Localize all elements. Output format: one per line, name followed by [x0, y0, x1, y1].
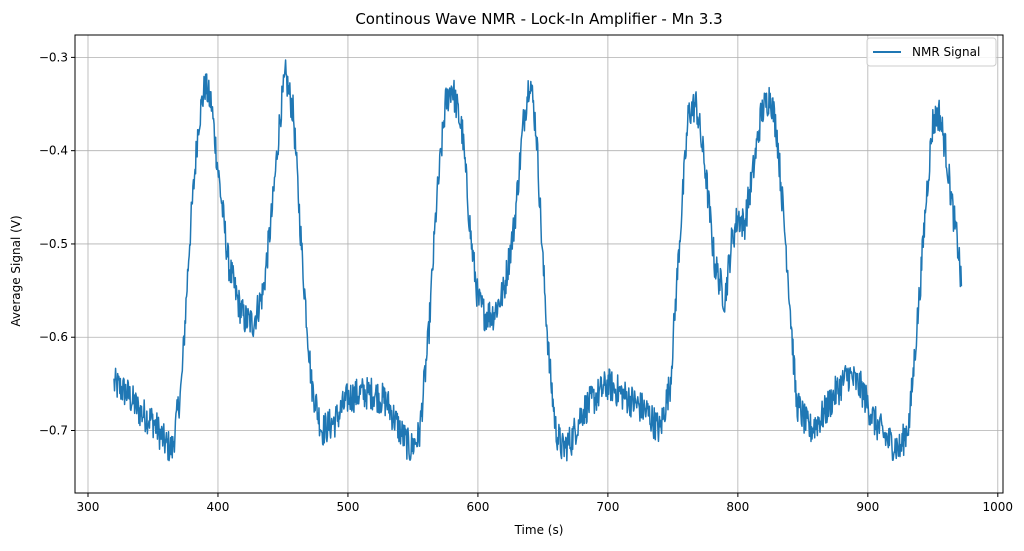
axes-frame: [74, 34, 1004, 494]
y-axis-label: Average Signal (V): [9, 215, 23, 326]
series-layer: [113, 59, 963, 462]
tick-layer: 300 400 500 600 700 800 900 1000 −0.3 −0.4 −0.5 −0.…: [39, 50, 1013, 514]
grid-layer: [75, 35, 1003, 493]
x-tick-label: 600: [466, 500, 489, 514]
x-axis-label: Time (s): [514, 523, 564, 537]
x-tick-label: 700: [596, 500, 619, 514]
legend-box: [866, 37, 997, 67]
y-tick-label: −0.7: [39, 424, 68, 438]
x-tick-label: 500: [336, 500, 359, 514]
x-tick-label: 400: [207, 500, 230, 514]
chart-title: Continous Wave NMR - Lock-In Amplifier -…: [355, 10, 722, 28]
legend-label: NMR Signal: [912, 45, 980, 59]
y-tick-label: −0.3: [39, 50, 68, 64]
y-tick-label: −0.6: [39, 330, 68, 344]
series-line-nmr-signal: [113, 59, 963, 462]
legend: NMR Signal: [866, 37, 997, 67]
x-tick-label: 800: [726, 500, 749, 514]
y-tick-label: −0.4: [39, 144, 68, 158]
x-tick-label: 1000: [983, 500, 1014, 514]
x-tick-label: 300: [77, 500, 100, 514]
y-tick-label: −0.5: [39, 237, 68, 251]
x-tick-label: 900: [856, 500, 879, 514]
